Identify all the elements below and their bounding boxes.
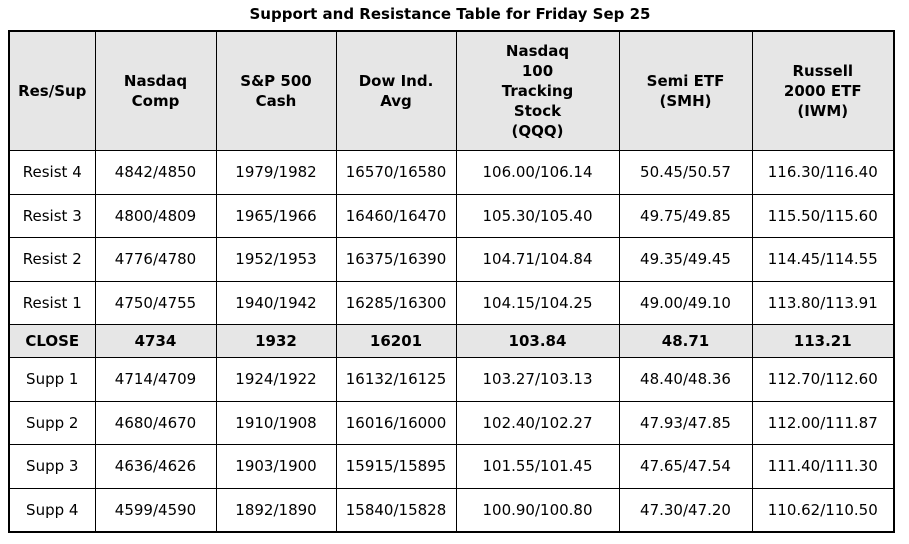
table-cell: 4599/4590: [94, 487, 217, 533]
table-cell: 47.65/47.54: [618, 444, 753, 489]
table-cell: 50.45/50.57: [618, 150, 753, 195]
row-label: Resist 3: [8, 193, 96, 238]
table-cell: 47.30/47.20: [618, 487, 753, 533]
table-row-supp-2: Supp 2 4680/4670 1910/1908 16016/16000 1…: [8, 400, 895, 445]
table-cell: 114.45/114.55: [751, 237, 895, 282]
row-label: Resist 4: [8, 150, 96, 195]
table-cell: 4714/4709: [94, 357, 217, 402]
table-cell: 49.35/49.45: [618, 237, 753, 282]
table-cell: 49.00/49.10: [618, 280, 753, 325]
header-qqq: Nasdaq 100 Tracking Stock (QQQ): [455, 30, 620, 151]
table-cell: 105.30/105.40: [455, 193, 620, 238]
table-cell: 16201: [335, 324, 457, 358]
table-cell: 100.90/100.80: [455, 487, 620, 533]
table-cell: 104.71/104.84: [455, 237, 620, 282]
row-label: Supp 2: [8, 400, 96, 445]
table-cell: 103.27/103.13: [455, 357, 620, 402]
header-iwm: Russell 2000 ETF (IWM): [751, 30, 895, 151]
table-cell: 4776/4780: [94, 237, 217, 282]
header-smh: Semi ETF (SMH): [618, 30, 753, 151]
table-cell: 16132/16125: [335, 357, 457, 402]
table-cell: 16285/16300: [335, 280, 457, 325]
table-cell: 106.00/106.14: [455, 150, 620, 195]
table-cell: 111.40/111.30: [751, 444, 895, 489]
table-cell: 113.21: [751, 324, 895, 358]
table-cell: 4734: [94, 324, 217, 358]
table-cell: 101.55/101.45: [455, 444, 620, 489]
table-row-close: CLOSE 4734 1932 16201 103.84 48.71 113.2…: [8, 324, 895, 358]
header-nasdaq-comp: Nasdaq Comp: [94, 30, 217, 151]
row-label: Supp 1: [8, 357, 96, 402]
table-row-resist-3: Resist 3 4800/4809 1965/1966 16460/16470…: [8, 193, 895, 238]
support-resistance-table: Res/Sup Nasdaq Comp S&P 500 Cash Dow Ind…: [8, 30, 895, 533]
table-cell: 16016/16000: [335, 400, 457, 445]
table-cell: 1903/1900: [215, 444, 337, 489]
header-dow-ind-avg: Dow Ind. Avg: [335, 30, 457, 151]
table-cell: 16460/16470: [335, 193, 457, 238]
table-cell: 102.40/102.27: [455, 400, 620, 445]
table-row-resist-1: Resist 1 4750/4755 1940/1942 16285/16300…: [8, 280, 895, 325]
table-cell: 110.62/110.50: [751, 487, 895, 533]
table-cell: 49.75/49.85: [618, 193, 753, 238]
header-sp500-cash: S&P 500 Cash: [215, 30, 337, 151]
table-cell: 4680/4670: [94, 400, 217, 445]
table-row-supp-3: Supp 3 4636/4626 1903/1900 15915/15895 1…: [8, 444, 895, 489]
table-title: Support and Resistance Table for Friday …: [249, 5, 651, 23]
header-row: Res/Sup Nasdaq Comp S&P 500 Cash Dow Ind…: [8, 30, 895, 151]
table-cell: 47.93/47.85: [618, 400, 753, 445]
header-res-sup: Res/Sup: [8, 30, 96, 151]
table-cell: 4800/4809: [94, 193, 217, 238]
table-cell: 1952/1953: [215, 237, 337, 282]
table-cell: 1932: [215, 324, 337, 358]
table-cell: 116.30/116.40: [751, 150, 895, 195]
table-row-supp-1: Supp 1 4714/4709 1924/1922 16132/16125 1…: [8, 357, 895, 402]
table-cell: 1965/1966: [215, 193, 337, 238]
row-label: Resist 1: [8, 280, 96, 325]
table-cell: 115.50/115.60: [751, 193, 895, 238]
table-row-supp-4: Supp 4 4599/4590 1892/1890 15840/15828 1…: [8, 487, 895, 533]
table-cell: 4750/4755: [94, 280, 217, 325]
table-cell: 1924/1922: [215, 357, 337, 402]
table-cell: 104.15/104.25: [455, 280, 620, 325]
row-label: Supp 3: [8, 444, 96, 489]
table-cell: 1940/1942: [215, 280, 337, 325]
table-cell: 112.70/112.60: [751, 357, 895, 402]
table-cell: 1892/1890: [215, 487, 337, 533]
table-cell: 113.80/113.91: [751, 280, 895, 325]
table-cell: 16375/16390: [335, 237, 457, 282]
row-label: Resist 2: [8, 237, 96, 282]
table-cell: 4636/4626: [94, 444, 217, 489]
table-cell: 15915/15895: [335, 444, 457, 489]
table-cell: 4842/4850: [94, 150, 217, 195]
table-cell: 112.00/111.87: [751, 400, 895, 445]
row-label: CLOSE: [8, 324, 96, 358]
row-label: Supp 4: [8, 487, 96, 533]
table-cell: 16570/16580: [335, 150, 457, 195]
table-row-resist-2: Resist 2 4776/4780 1952/1953 16375/16390…: [8, 237, 895, 282]
table-row-resist-4: Resist 4 4842/4850 1979/1982 16570/16580…: [8, 150, 895, 195]
table-cell: 1910/1908: [215, 400, 337, 445]
table-cell: 48.71: [618, 324, 753, 358]
table-cell: 15840/15828: [335, 487, 457, 533]
table-cell: 48.40/48.36: [618, 357, 753, 402]
table-cell: 103.84: [455, 324, 620, 358]
table-cell: 1979/1982: [215, 150, 337, 195]
